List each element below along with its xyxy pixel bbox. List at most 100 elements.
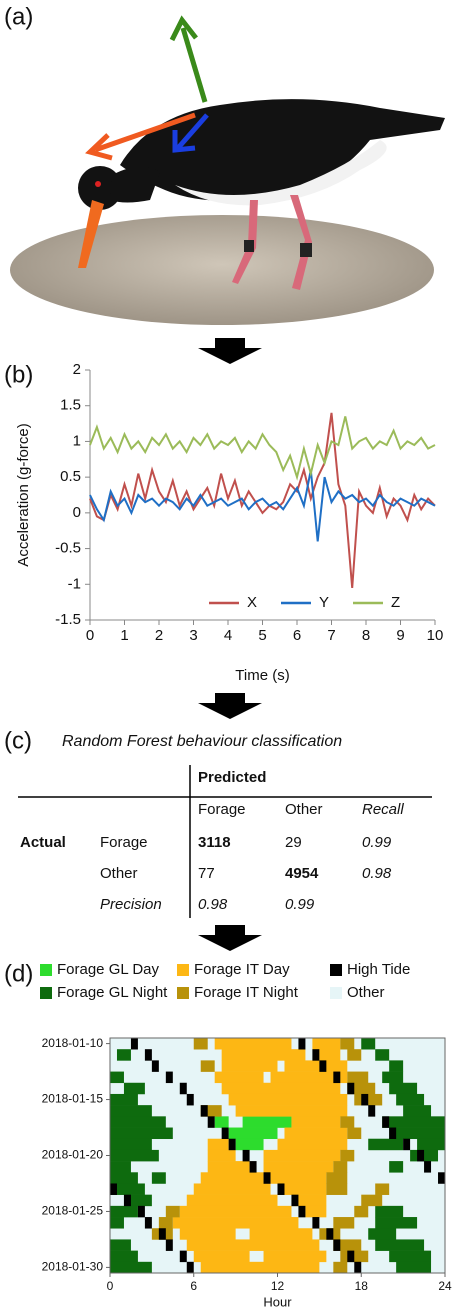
behaviour-segment — [110, 1250, 138, 1263]
behaviour-segment — [110, 1161, 131, 1173]
behaviour-segment — [200, 1105, 208, 1117]
behaviour-segment — [110, 1217, 124, 1229]
behaviour-segment — [221, 1049, 306, 1061]
behaviour-segment — [389, 1250, 432, 1263]
y-tick-label: 2 — [73, 361, 81, 378]
behaviour-segment — [347, 1127, 362, 1140]
x-axis-label: Time (s) — [235, 667, 289, 684]
behaviour-segment — [347, 1082, 376, 1095]
panel-label: (b) — [4, 361, 33, 388]
legend-swatch — [330, 987, 342, 999]
behaviour-segment — [249, 1161, 257, 1173]
behaviour-segment — [438, 1172, 445, 1184]
behaviour-segment — [144, 1049, 152, 1061]
x-tick-label: 24 — [438, 1279, 452, 1293]
behaviour-segment — [368, 1228, 397, 1240]
x-tick-label: 7 — [327, 627, 335, 644]
behaviour-segment — [403, 1105, 432, 1117]
behaviour-segment — [389, 1161, 404, 1173]
behaviour-segment — [200, 1060, 215, 1072]
column-header: Recall — [362, 801, 404, 818]
legend-label: X — [247, 594, 257, 611]
table-cell: 0.99 — [362, 834, 392, 851]
behaviour-segment — [110, 1183, 117, 1195]
behaviour-segment — [221, 1127, 229, 1140]
behaviour-segment — [333, 1161, 348, 1173]
y-tick-label: -1 — [68, 575, 81, 592]
behaviour-segment — [389, 1082, 418, 1095]
behaviour-segment — [347, 1049, 362, 1061]
behaviour-segment — [389, 1127, 397, 1140]
table-cell: 3118 — [198, 834, 231, 851]
x-tick-label: 2 — [155, 627, 163, 644]
x-tick-label: 9 — [396, 627, 404, 644]
legend-label: High Tide — [347, 961, 410, 978]
behaviour-segment — [326, 1228, 334, 1240]
behaviour-segment — [340, 1116, 355, 1128]
behaviour-segment — [375, 1239, 425, 1251]
behaviour-segment — [263, 1250, 327, 1263]
behaviour-segment — [200, 1105, 222, 1117]
behaviour-segment — [340, 1038, 355, 1050]
legend-label: Y — [319, 594, 329, 611]
y-tick-label: 1.5 — [60, 397, 81, 414]
behaviour-segment — [417, 1138, 445, 1151]
behaviour-segment — [263, 1161, 334, 1173]
y-tick-label: 1 — [73, 432, 81, 449]
behaviour-segment — [242, 1149, 250, 1162]
behaviour-segment — [333, 1239, 341, 1251]
behaviour-segment — [158, 1228, 166, 1240]
x-tick-label: 1 — [120, 627, 128, 644]
y-tick-label: 2018-01-10 — [42, 1036, 104, 1050]
legend-label: Forage IT Night — [194, 984, 299, 1001]
behaviour-segment — [221, 1060, 278, 1072]
behaviour-segment — [144, 1217, 152, 1229]
behaviour-segment — [312, 1217, 320, 1229]
column-header: Other — [285, 801, 323, 818]
table-cell: 0.98 — [198, 896, 228, 913]
behaviour-segment — [375, 1049, 390, 1061]
behaviour-segment — [193, 1250, 250, 1263]
behaviour-segment — [214, 1071, 264, 1084]
behaviour-segment — [228, 1138, 236, 1151]
y-tick-label: 2018-01-15 — [42, 1092, 104, 1106]
row-header: Actual — [20, 834, 66, 851]
behaviour-segment — [277, 1183, 285, 1195]
behaviour-segment — [347, 1082, 355, 1095]
behaviour-segment — [326, 1172, 348, 1184]
behaviour-segment — [165, 1205, 180, 1218]
behaviour-segment — [382, 1116, 390, 1128]
behaviour-segment — [291, 1194, 299, 1207]
behaviour-segment — [186, 1194, 278, 1207]
x-tick-label: 6 — [293, 627, 301, 644]
x-tick-label: 8 — [362, 627, 370, 644]
behaviour-segment — [110, 1149, 159, 1162]
behaviour-segment — [354, 1205, 369, 1218]
panel-label: (d) — [4, 960, 33, 987]
behaviour-segment — [110, 1261, 152, 1274]
table-cell: 0.98 — [362, 865, 392, 882]
legend-swatch — [177, 987, 189, 999]
behaviour-segment — [193, 1038, 208, 1050]
behaviour-segment — [193, 1183, 271, 1195]
behaviour-segment — [110, 1239, 131, 1251]
y-tick-label: 2018-01-30 — [42, 1260, 104, 1274]
x-tick-label: 6 — [190, 1279, 197, 1293]
behaviour-segment — [207, 1149, 236, 1162]
x-tick-label: 4 — [224, 627, 232, 644]
behaviour-segment — [277, 1183, 327, 1195]
behaviour-segment — [110, 1205, 138, 1218]
behaviour-segment — [375, 1205, 404, 1218]
behaviour-segment — [110, 1172, 138, 1184]
legend-label: Forage GL Day — [57, 961, 159, 978]
table-header: Predicted — [198, 769, 266, 786]
behaviour-segment — [110, 1127, 173, 1140]
behaviour-segment — [389, 1060, 404, 1072]
x-tick-label: 0 — [107, 1279, 114, 1293]
behaviour-segment — [228, 1093, 348, 1106]
behaviour-segment — [333, 1261, 348, 1274]
behaviour-segment — [123, 1082, 145, 1095]
table-cell: 77 — [198, 865, 215, 882]
behaviour-segment — [319, 1049, 341, 1061]
